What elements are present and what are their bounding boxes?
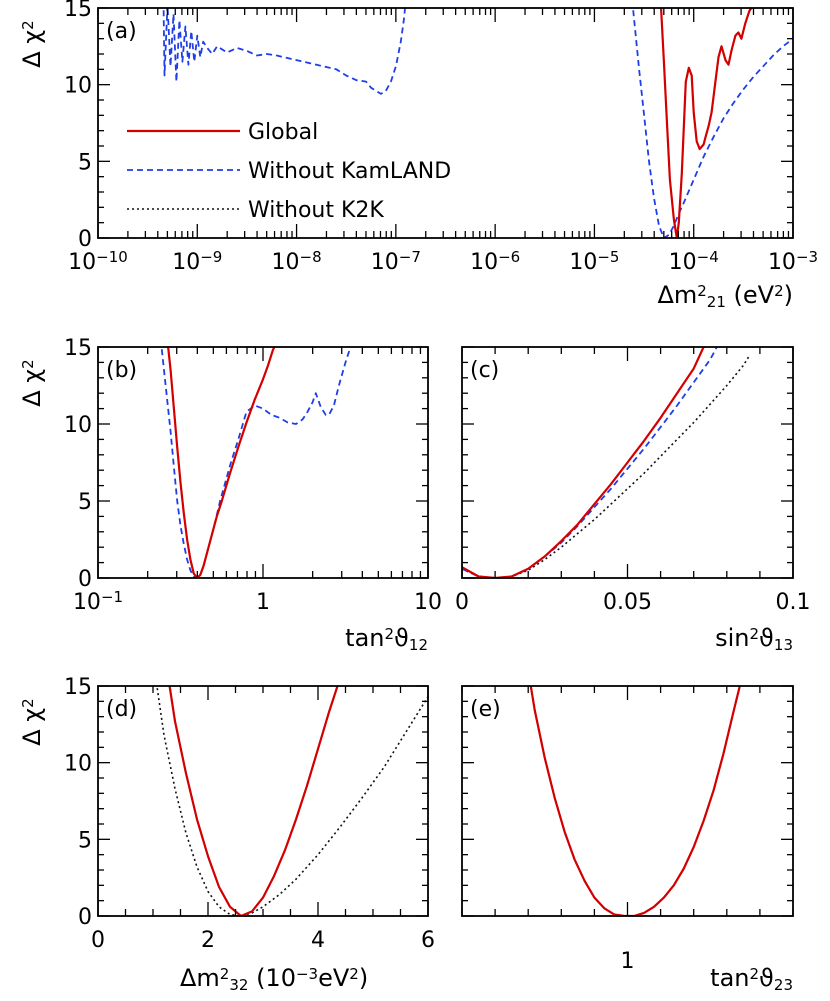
x-tick-label: 0.1 — [776, 590, 811, 615]
series-group — [156, 686, 428, 916]
series-group — [160, 347, 352, 578]
x-tick-label: 10−7 — [371, 248, 421, 276]
y-tick-label: 10 — [64, 752, 92, 777]
series-global-curve — [168, 686, 339, 916]
y-tick-label: 10 — [64, 413, 92, 438]
x-tick-label: 0 — [91, 928, 105, 953]
x-tick-label: 6 — [421, 928, 435, 953]
x-tick-label: 2 — [201, 928, 215, 953]
y-axis-label: Δ χ2 — [18, 698, 46, 745]
series-nokam-curve — [160, 347, 352, 578]
y-tick-label: 0 — [78, 227, 92, 252]
series-nokam-curve — [168, 686, 339, 916]
x-tick-label: 10−3 — [768, 248, 818, 276]
panel-label: (d) — [106, 697, 137, 722]
series-nok2k-curve — [156, 686, 428, 916]
series-group — [162, 8, 793, 238]
series-nokam-curve — [632, 8, 793, 238]
panel-label: (a) — [106, 19, 137, 44]
x-tick-label: 10−8 — [272, 248, 322, 276]
x-tick-label: 10−5 — [569, 248, 619, 276]
series-nok2k-curve — [529, 686, 741, 916]
series-group — [529, 686, 741, 916]
panel-label: (b) — [106, 358, 137, 383]
y-tick-label: 5 — [78, 490, 92, 515]
panel-label: (c) — [470, 358, 499, 383]
panel-b: 0 5 10 15 10−1 1 10 (b) tan2ϑ12 Δ χ2 — [18, 336, 442, 654]
y-tick-label: 5 — [78, 150, 92, 175]
series-global-curve — [529, 686, 741, 916]
series-group — [462, 347, 751, 578]
plot-frame — [461, 685, 794, 917]
x-axis-label: Δm221 (eV2) — [657, 281, 793, 311]
legend: Global Without KamLAND Without K2K — [127, 120, 451, 223]
series-global-curve — [167, 347, 276, 578]
x-tick-label: 10−9 — [172, 248, 222, 276]
x-tick-label: 10−1 — [73, 588, 123, 616]
panel-d: 0 5 10 15 0 2 4 6 (d) Δm232 (10−3eV2) Δ χ2 — [18, 675, 435, 994]
y-axis-label: Δ χ2 — [18, 20, 46, 67]
x-tick-label: 1 — [621, 949, 635, 974]
legend-label-nok2k: Without K2K — [248, 198, 384, 223]
y-tick-label: 0 — [78, 905, 92, 930]
y-axis-label: Δ χ2 — [18, 359, 46, 406]
x-axis-label: tan2ϑ12 — [345, 624, 428, 654]
x-tick-label: 10−4 — [669, 248, 719, 276]
plot-frame — [97, 685, 429, 917]
x-tick-label: 4 — [311, 928, 325, 953]
y-tick-label: 15 — [64, 675, 92, 700]
panel-c: 0 0.05 0.1 (c) sin2ϑ13 — [455, 346, 811, 654]
x-tick-label: 0.05 — [603, 590, 652, 615]
x-tick-label: 10−10 — [68, 248, 128, 276]
plot-frame — [97, 7, 794, 239]
y-tick-label: 5 — [78, 828, 92, 853]
x-tick-label: 0 — [455, 590, 469, 615]
x-axis-label: sin2ϑ13 — [715, 624, 793, 654]
legend-label-global: Global — [248, 120, 318, 145]
series-nokam-curve — [162, 8, 406, 95]
series-nok2k-curve — [462, 354, 751, 578]
y-tick-label: 15 — [64, 336, 92, 361]
x-tick-label: 1 — [256, 590, 270, 615]
y-tick-label: 15 — [64, 0, 92, 22]
y-tick-label: 10 — [64, 74, 92, 99]
legend-label-nokam: Without KamLAND — [248, 159, 451, 184]
y-tick-label: 0 — [78, 567, 92, 592]
series-global-curve — [659, 8, 753, 238]
series-nokam-curve — [529, 686, 741, 916]
panel-label: (e) — [470, 697, 501, 722]
x-axis-label: Δm232 (10−3eV2) — [180, 964, 368, 994]
x-tick-label: 10 — [414, 590, 442, 615]
x-axis-label: tan2ϑ23 — [710, 964, 793, 994]
panel-a: 0 5 10 15 10−10 10−9 10−8 10−7 10−6 10−5 10−4 10−3 (… — [18, 0, 818, 311]
x-tick-label: 10−6 — [470, 248, 520, 276]
panel-e: 1 (e) tan2ϑ23 — [461, 685, 794, 994]
series-nokam-curve — [462, 347, 718, 578]
